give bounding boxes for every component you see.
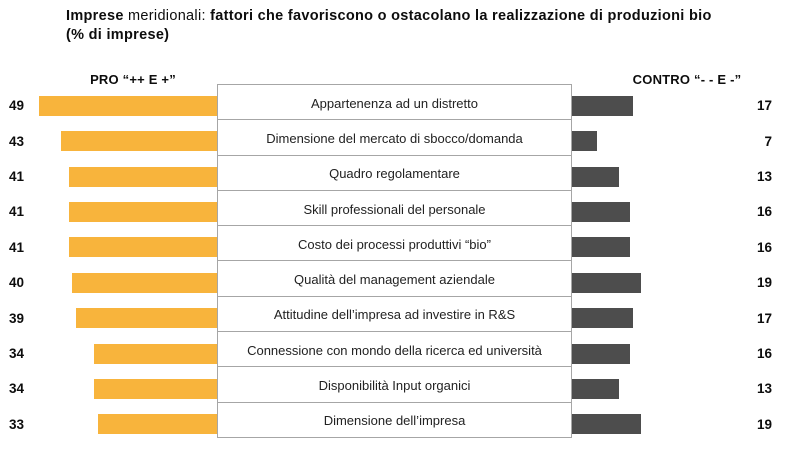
pro-bar [97, 414, 219, 435]
chart-title-line1: Imprese meridionali: fattori che favoris… [66, 7, 712, 26]
contro-value-label: 16 [756, 239, 772, 255]
contro-value-label: 17 [756, 98, 772, 114]
chart-title: Imprese meridionali: fattori che favoris… [66, 7, 712, 45]
title-bold-lead: Imprese [66, 8, 124, 24]
category-label: Dimensione del mercato di sbocco/domanda [218, 120, 571, 156]
pro-bar [94, 378, 219, 399]
contro-value-label: 13 [756, 169, 772, 184]
pro-value-label: 43 [8, 133, 24, 149]
pro-bar [72, 272, 219, 293]
chart-title-line2: (% di imprese) [66, 27, 170, 43]
pro-value-label: 41 [8, 239, 24, 255]
contro-bar [571, 272, 641, 293]
contro-value-label: 13 [756, 381, 772, 397]
pro-value-label: 41 [8, 169, 24, 184]
contro-value-label: 19 [756, 275, 772, 291]
pro-bar [94, 343, 219, 364]
category-label: Attitudine dell’impresa ad investire in … [218, 297, 571, 333]
contro-bar [571, 308, 634, 329]
category-label: Quadro regolamentare [218, 156, 571, 191]
pro-series-header: PRO “++ E +” [90, 72, 176, 87]
contro-value-label: 19 [756, 416, 772, 432]
category-label: Connessione con mondo della ricerca ed u… [218, 332, 571, 368]
category-label: Appartenenza ad un distretto [218, 85, 571, 121]
category-label-box: Appartenenza ad un distretto Dimensione d… [217, 84, 572, 438]
pro-value-label: 33 [8, 416, 24, 432]
category-label: Dimensione dell’impresa [323, 413, 466, 429]
contro-bar [571, 166, 619, 187]
contro-bar [571, 237, 630, 258]
contro-value-label: 16 [756, 346, 772, 361]
pro-bar [39, 95, 219, 116]
pro-bar [68, 237, 219, 258]
pro-value-label: 49 [8, 98, 24, 114]
contro-bar [571, 414, 641, 435]
pro-value-label: 41 [8, 204, 24, 220]
pro-value-label: 40 [8, 275, 24, 291]
category-label: Skill professionali del personale [218, 191, 571, 227]
contro-bar [571, 343, 630, 364]
pro-bar [68, 166, 219, 187]
pro-value-label: 34 [8, 346, 24, 361]
contro-bar [571, 378, 619, 399]
pro-bar [61, 131, 219, 152]
title-bold-rest: fattori che favoriscono o ostacolano la … [210, 8, 712, 24]
pro-bar [75, 308, 219, 329]
contro-value-label: 17 [756, 310, 772, 326]
pro-value-label: 34 [8, 381, 24, 397]
contro-bar [571, 201, 630, 222]
category-label: Disponibilità Input organici [218, 367, 571, 403]
contro-bar [571, 131, 597, 152]
contro-value-label: 16 [756, 204, 772, 220]
pro-value-label: 39 [8, 310, 24, 326]
title-regular-part: meridionali: [123, 8, 211, 24]
category-label: Qualità del management aziendale [218, 261, 571, 297]
contro-bar [571, 95, 634, 116]
contro-series-header: CONTRO “- - E -” [632, 72, 742, 87]
contro-value-label: 7 [764, 133, 772, 149]
pro-bar [68, 201, 219, 222]
category-label: Costo dei processi produttivi “bio” [218, 226, 571, 262]
